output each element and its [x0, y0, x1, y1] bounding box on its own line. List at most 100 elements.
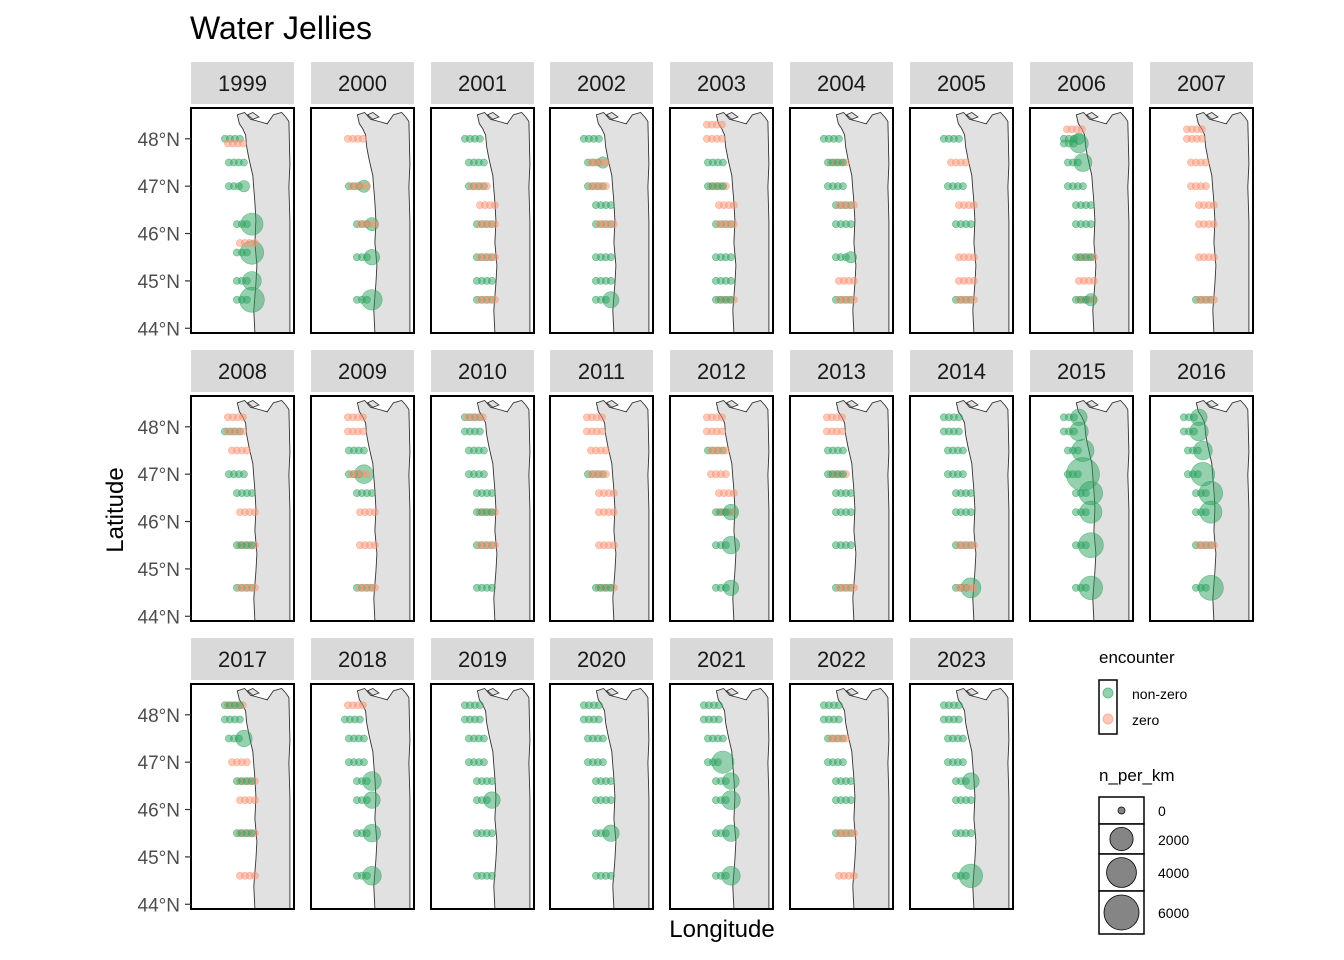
island-polygon — [486, 400, 500, 408]
land-polygon — [835, 399, 890, 622]
island-polygon — [246, 112, 260, 120]
facet-panel-2003: 2003 — [669, 62, 774, 334]
point-zero — [490, 253, 499, 262]
point-zero — [610, 220, 618, 228]
point-zero — [838, 413, 846, 422]
facet-panel-2002: 2002 — [549, 62, 654, 334]
point-zero — [838, 427, 846, 436]
point-non-zero — [237, 180, 250, 193]
panel-border — [190, 107, 295, 334]
point-zero — [718, 427, 726, 436]
panel-border — [430, 107, 535, 334]
facet-strip — [550, 350, 653, 392]
facet-strip — [550, 638, 653, 680]
point-non-zero — [839, 182, 847, 191]
point-non-zero — [1199, 500, 1223, 524]
point-zero — [362, 470, 371, 479]
facet-strip — [1030, 62, 1133, 104]
land-polygon — [955, 111, 1010, 334]
point-zero — [1198, 125, 1206, 134]
facet-panel-2004: 2004 — [789, 62, 894, 334]
facet-strip-label: 2003 — [697, 71, 746, 96]
point-non-zero — [959, 734, 967, 743]
point-zero — [1198, 134, 1206, 143]
point-zero — [970, 276, 978, 285]
point-non-zero — [479, 470, 488, 479]
facet-panel-2022: 2022 — [789, 638, 894, 910]
panel-border — [789, 683, 894, 910]
point-non-zero — [362, 824, 382, 843]
facet-strip — [550, 62, 653, 104]
y-tick-label: 46°N — [138, 225, 180, 246]
point-zero — [970, 295, 978, 304]
point-non-zero — [487, 583, 496, 592]
point-zero — [358, 427, 367, 436]
point-zero — [1210, 220, 1218, 228]
point-zero — [242, 446, 251, 455]
point-non-zero — [715, 701, 723, 710]
facet-strip-label: 2009 — [338, 359, 387, 384]
facet-panel-2020: 2020 — [549, 638, 654, 910]
point-non-zero — [721, 866, 741, 886]
island-polygon — [605, 400, 619, 408]
point-non-zero — [359, 734, 368, 743]
point-non-zero — [595, 134, 603, 143]
island-polygon — [845, 688, 859, 696]
point-non-zero — [711, 750, 735, 774]
facet-strip — [910, 350, 1013, 392]
point-zero — [478, 413, 487, 422]
point-non-zero — [599, 734, 607, 743]
point-non-zero — [479, 734, 488, 743]
facet-strip-label: 1999 — [218, 71, 267, 96]
point-non-zero — [235, 729, 253, 748]
panel-border — [669, 107, 774, 334]
facet-panel-2012: 2012 — [669, 350, 774, 622]
panel-border — [549, 683, 654, 910]
island-polygon — [1085, 112, 1099, 120]
panel-border — [909, 107, 1014, 334]
point-zero — [610, 508, 618, 516]
point-non-zero — [247, 829, 256, 838]
point-non-zero — [240, 212, 264, 236]
point-zero — [238, 139, 247, 148]
point-non-zero — [607, 583, 615, 592]
facet-strip-label: 2023 — [937, 647, 986, 672]
point-zero — [970, 541, 978, 550]
y-tick-label: 44°N — [138, 895, 180, 916]
panel-border — [1029, 107, 1134, 334]
point-zero — [602, 182, 610, 191]
facet-strip-label: 2016 — [1177, 359, 1226, 384]
y-tick-label: 45°N — [138, 272, 180, 293]
point-zero — [598, 427, 606, 436]
point-non-zero — [721, 536, 741, 555]
point-zero — [250, 583, 259, 592]
legend-size-key — [1106, 857, 1137, 888]
point-zero — [238, 413, 247, 422]
point-non-zero — [1087, 220, 1095, 228]
point-zero — [358, 701, 367, 710]
facet-strip — [311, 62, 414, 104]
point-non-zero — [235, 715, 244, 724]
facet-strip-label: 2018 — [338, 647, 387, 672]
land-polygon — [476, 111, 531, 334]
facet-strip — [431, 638, 534, 680]
facet-strip — [431, 350, 534, 392]
point-non-zero — [715, 715, 723, 724]
island-polygon — [725, 688, 739, 696]
island-polygon — [486, 112, 500, 120]
point-non-zero — [479, 158, 488, 167]
point-non-zero — [719, 182, 727, 191]
facet-strip — [191, 350, 294, 392]
island-polygon — [845, 112, 859, 120]
land-polygon — [595, 399, 650, 622]
island-polygon — [605, 112, 619, 120]
land-polygon — [356, 399, 411, 622]
point-zero — [842, 734, 850, 743]
y-tick-label: 44°N — [138, 319, 180, 340]
panel-border — [909, 395, 1014, 622]
facet-strip-label: 2004 — [817, 71, 866, 96]
point-non-zero — [239, 158, 248, 167]
point-zero — [1078, 125, 1086, 134]
point-non-zero — [483, 791, 501, 809]
point-non-zero — [247, 777, 256, 785]
